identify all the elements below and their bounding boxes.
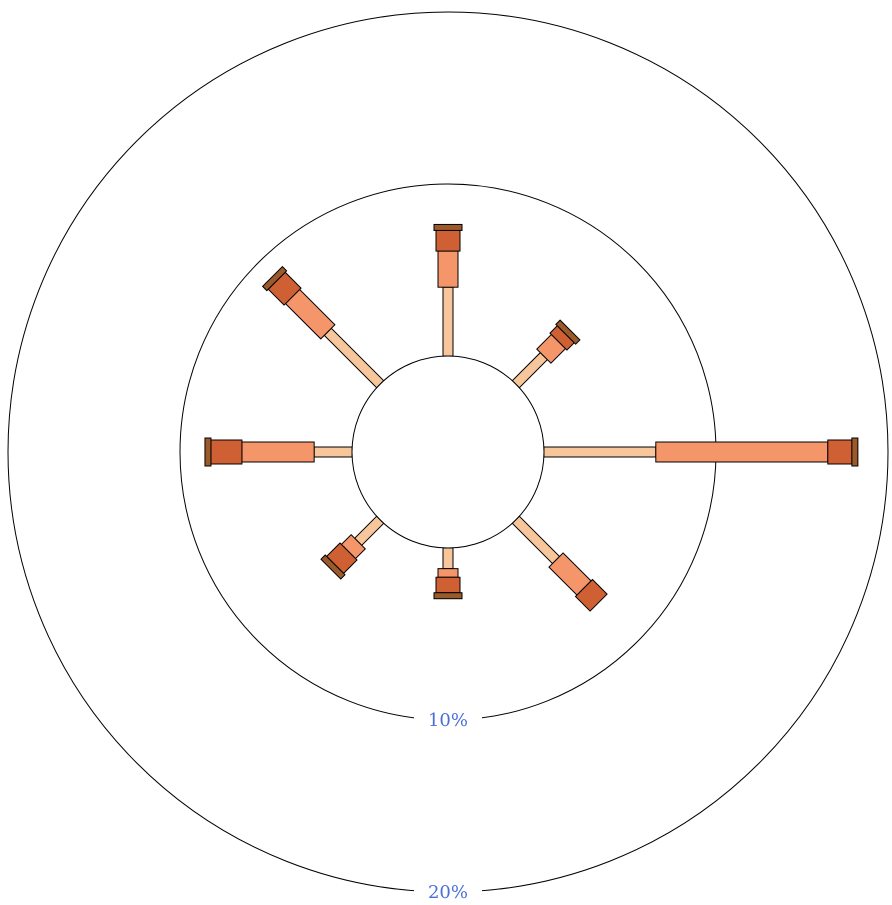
bar-segment-cap [320,554,346,580]
bars-layer [204,223,859,612]
bar-segment-cap [851,437,859,467]
ring-label-bg [414,707,482,733]
ring-label: 10% [428,710,468,731]
direction-S [433,547,463,600]
bar-segment-1 [511,351,549,389]
bar-segment-1 [353,515,385,547]
bar-segment-cap [433,223,463,231]
bar-segment-1 [543,446,657,458]
bar-segment-1 [323,327,385,389]
bar-segment-1 [511,515,561,565]
bar-segment-cap [433,592,463,600]
bar-segment-cap [261,265,288,292]
ring-label: 20% [428,882,468,903]
bar-segment-1 [442,286,454,357]
bar-segment-2 [655,441,829,463]
direction-N [433,223,463,357]
ring-labels-layer: 10% 20% [414,707,482,905]
bar-segment-2 [437,250,459,288]
direction-E [543,437,859,467]
direction-W [204,437,353,467]
bar-segment-2 [241,441,315,463]
bar-segment-3 [574,578,608,612]
bar-segment-cap [555,319,581,345]
ring-label-bg [414,879,482,905]
direction-SW [320,515,385,580]
bar-segment-3 [435,229,461,252]
direction-NW [261,265,385,389]
bar-segment-3 [827,439,853,465]
bar-segment-2 [437,568,459,578]
bar-segment-cap [204,437,212,467]
inner-circle [351,355,545,549]
bar-segment-3 [210,439,243,465]
bar-segment-3 [435,576,461,594]
bar-segment-1 [313,446,353,458]
direction-SE [511,515,608,612]
bar-segment-1 [442,547,454,570]
direction-NE [511,319,581,389]
